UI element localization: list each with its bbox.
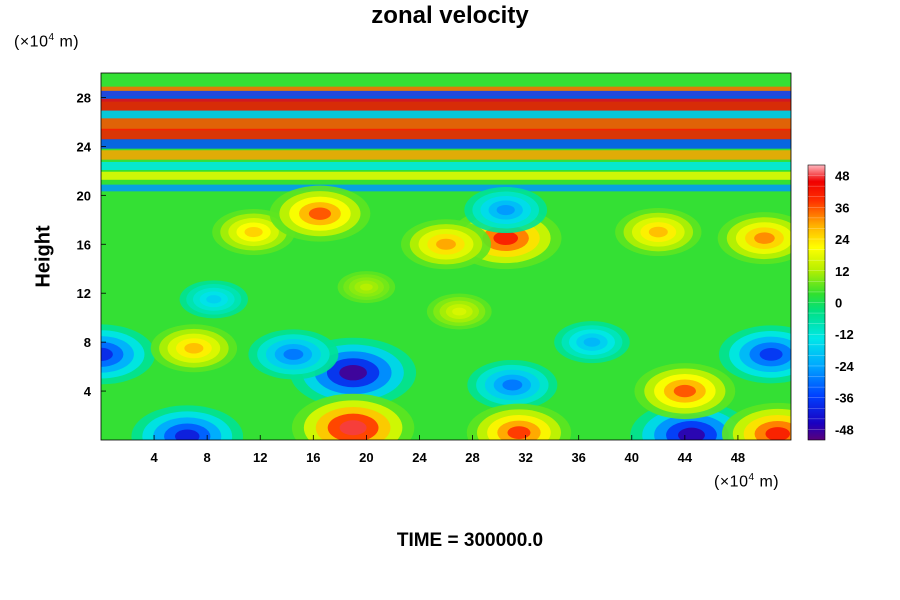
y-tick-label: 20: [77, 188, 91, 203]
colorbar-tick-label: 24: [835, 232, 850, 247]
time-label: TIME = 300000.0: [396, 530, 544, 551]
velocity-anomaly: [337, 271, 396, 304]
colorbar: 48 36 24 12 0 -12 -24 -36 -48: [807, 164, 855, 441]
x-tick-label: 48: [731, 450, 745, 465]
velocity-band: [101, 98, 791, 111]
velocity-anomaly: [721, 402, 791, 440]
y-tick-label: 4: [84, 384, 92, 399]
x-tick-label: 8: [204, 450, 211, 465]
velocity-anomaly: [291, 393, 415, 440]
y-unit-base: (×10: [14, 33, 49, 51]
x-tick-label: 32: [518, 450, 532, 465]
x-unit-tail: m): [754, 473, 780, 491]
anomaly-contour: [308, 207, 332, 220]
velocity-band: [101, 184, 791, 192]
velocity-anomaly: [131, 405, 244, 440]
colorbar-tick-label: 0: [835, 296, 842, 311]
y-tick-label: 24: [77, 139, 92, 154]
anomaly-contour: [673, 384, 696, 398]
velocity-anomaly: [466, 403, 572, 440]
velocity-anomaly: [426, 293, 492, 330]
velocity-anomaly: [248, 329, 339, 380]
colorbar-tick-label: -12: [835, 327, 854, 342]
x-tick-label: 28: [465, 450, 479, 465]
x-unit-base: (×10: [714, 473, 749, 491]
velocity-anomaly: [464, 187, 548, 234]
anomaly-contour: [452, 307, 467, 316]
velocity-band: [101, 139, 791, 149]
x-tick-label: 4: [150, 450, 158, 465]
anomaly-contour: [283, 348, 304, 360]
x-tick-label: 20: [359, 450, 373, 465]
anomaly-contour: [502, 379, 523, 391]
velocity-anomaly: [615, 208, 702, 257]
plot-area: [101, 73, 791, 440]
x-axis: 4 8 12 16 20 24 28 32 36 40 44 48: [150, 435, 745, 465]
anomaly-contour: [184, 342, 204, 354]
velocity-anomaly: [634, 363, 736, 420]
y-tick-label: 12: [77, 286, 91, 301]
y-unit-tail: m): [54, 33, 80, 51]
velocity-band: [101, 110, 791, 119]
x-tick-label: 36: [571, 450, 585, 465]
y-tick-label: 16: [77, 237, 91, 252]
x-unit-exponent: 4: [748, 472, 755, 483]
velocity-band: [101, 90, 791, 102]
velocity-anomaly: [467, 359, 558, 410]
colorbar-tick-label: -24: [835, 359, 855, 374]
colorbar-tick-label: -48: [835, 422, 854, 437]
chart-title: zonal velocity: [371, 2, 529, 29]
x-axis-unit: (×104 m): [714, 472, 779, 491]
colorbar-tick-label: 12: [835, 264, 849, 279]
velocity-anomaly: [717, 212, 791, 265]
velocity-anomaly: [179, 280, 248, 319]
colorbar-tick-label: 48: [835, 169, 849, 184]
y-axis: 4 8 12 16 20 24 28: [77, 90, 106, 399]
y-tick-label: 8: [84, 335, 91, 350]
anomaly-contour: [360, 283, 373, 291]
velocity-band: [101, 118, 791, 131]
anomaly-contour: [436, 238, 456, 250]
anomaly-contour: [244, 226, 263, 238]
velocity-anomaly: [101, 324, 155, 385]
colorbar-tick-label: -36: [835, 391, 854, 406]
velocity-anomaly: [718, 325, 791, 384]
x-tick-label: 12: [253, 450, 267, 465]
anomaly-contour: [507, 426, 531, 440]
velocity-band: [101, 161, 791, 171]
velocity-band: [101, 128, 791, 140]
velocity-band: [101, 150, 791, 160]
anomaly-contour: [174, 429, 200, 440]
colorbar-tick-label: 36: [835, 200, 849, 215]
anomaly-contour: [754, 232, 775, 244]
anomaly-contour: [339, 365, 367, 381]
anomaly-contour: [493, 231, 518, 245]
anomaly-contour: [583, 337, 601, 347]
anomaly-contour: [496, 204, 515, 216]
anomaly-contour: [339, 420, 367, 436]
anomaly-contour: [101, 347, 113, 361]
anomaly-contour: [759, 347, 783, 361]
velocity-anomaly: [401, 219, 491, 270]
anomaly-contour: [648, 226, 668, 238]
anomaly-contour: [765, 427, 791, 440]
velocity-anomaly: [212, 209, 295, 256]
velocity-anomaly: [554, 321, 630, 364]
anomaly-contour: [206, 295, 222, 304]
x-tick-label: 40: [625, 450, 639, 465]
velocity-anomaly: [269, 185, 371, 242]
y-axis-unit: (×104 m): [14, 32, 79, 51]
y-unit-exponent: 4: [48, 32, 55, 43]
x-tick-label: 24: [412, 450, 427, 465]
x-tick-label: 16: [306, 450, 320, 465]
x-tick-label: 44: [678, 450, 693, 465]
velocity-band: [101, 171, 791, 180]
velocity-anomaly: [150, 324, 238, 373]
y-tick-label: 28: [77, 90, 91, 105]
plot-frame: [100, 72, 792, 441]
